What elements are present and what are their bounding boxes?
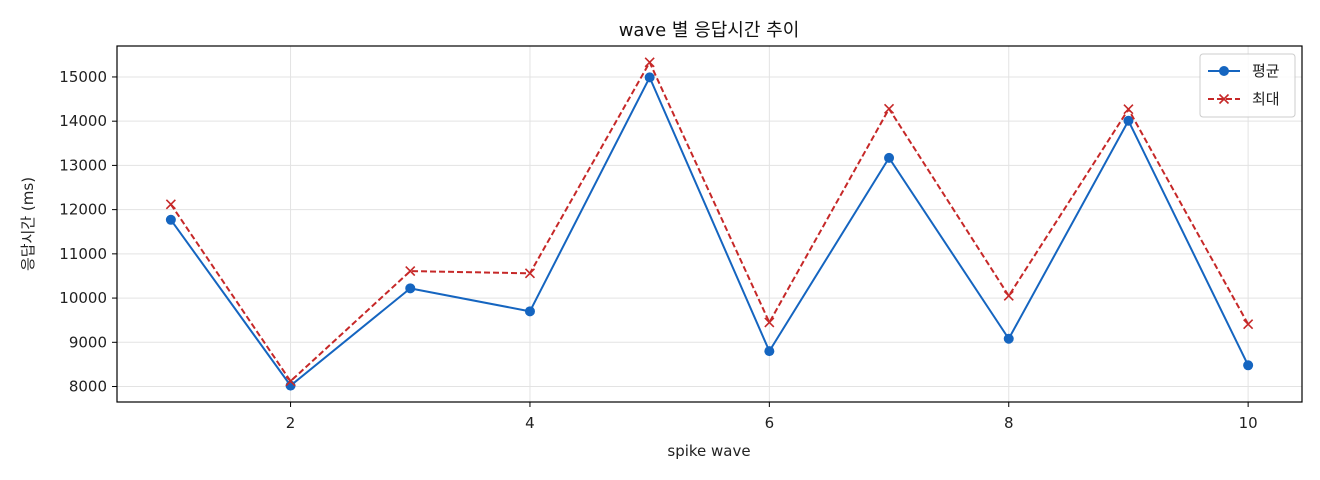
data-point <box>764 346 775 357</box>
data-point <box>1219 66 1229 76</box>
y-tick-label: 12000 <box>59 201 107 219</box>
y-axis: 8000 9000 10000 11000 12000 13000 14000 15000 <box>59 68 117 396</box>
y-tick-label: 9000 <box>69 333 107 351</box>
data-point <box>884 152 895 163</box>
legend-label: 평균 <box>1252 62 1280 80</box>
data-point <box>1243 360 1254 371</box>
y-axis-label: 응답시간 (ms) <box>19 177 37 271</box>
data-point <box>524 268 536 279</box>
x-tick-label: 4 <box>525 414 535 432</box>
x-axis: 2 4 6 8 10 <box>286 402 1258 432</box>
data-point <box>165 214 176 225</box>
data-point <box>644 72 655 83</box>
x-tick-label: 6 <box>765 414 775 432</box>
series-line <box>170 76 1250 387</box>
chart-title: wave 별 응답시간 추이 <box>619 20 800 41</box>
legend-label: 최대 <box>1252 90 1280 108</box>
data-point <box>1243 319 1254 330</box>
legend-item: 평균 <box>1208 62 1280 80</box>
legend-box <box>1199 53 1296 118</box>
data-point <box>883 103 895 114</box>
y-tick-label: 13000 <box>59 156 107 174</box>
series-layer <box>165 57 1254 391</box>
y-tick-label: 14000 <box>59 112 107 130</box>
data-point <box>1123 104 1134 115</box>
data-point <box>1218 93 1230 105</box>
data-point <box>165 199 176 210</box>
x-tick-label: 8 <box>1004 414 1014 432</box>
data-point <box>405 266 416 277</box>
data-point <box>1003 290 1014 301</box>
y-tick-label: 11000 <box>59 245 107 263</box>
data-point <box>285 376 296 387</box>
x-axis-label: spike wave <box>667 442 750 460</box>
data-point <box>644 57 655 68</box>
legend-item: 최대 <box>1208 90 1280 108</box>
y-tick-label: 8000 <box>69 378 107 396</box>
series-average <box>165 72 1254 391</box>
x-tick-label: 10 <box>1239 414 1258 432</box>
data-point <box>1003 333 1014 344</box>
series-line <box>170 61 1250 383</box>
data-point <box>1123 115 1134 126</box>
y-tick-label: 10000 <box>59 289 107 307</box>
plot-frame <box>116 45 1303 403</box>
grid <box>117 46 1302 402</box>
data-point <box>405 283 416 294</box>
series-maximum <box>165 57 1254 387</box>
y-tick-label: 15000 <box>59 68 107 86</box>
data-point <box>524 306 535 317</box>
data-point <box>764 317 775 328</box>
x-tick-label: 2 <box>286 414 296 432</box>
